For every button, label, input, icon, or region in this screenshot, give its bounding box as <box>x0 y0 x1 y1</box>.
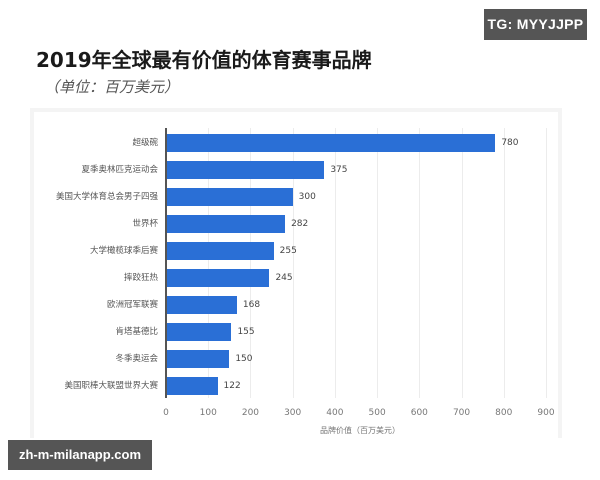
plot-area: 780 375 300 282 255 245 168 155 150 122 <box>165 128 547 398</box>
category-label: 肯塔基德比 <box>115 327 158 337</box>
x-tick-label: 300 <box>284 408 302 418</box>
bar <box>166 188 293 206</box>
gridline <box>292 128 294 398</box>
watermark-site: zh-m-milanapp.com <box>8 440 152 470</box>
x-axis-label: 品牌价值（百万美元） <box>320 426 400 435</box>
gridline <box>503 128 505 398</box>
bar <box>166 161 325 179</box>
bar-value-label: 155 <box>237 327 255 337</box>
x-tick-label: 200 <box>241 408 260 418</box>
y-axis-line <box>165 128 167 398</box>
category-label: 美国大学体育总会男子四强 <box>55 192 158 202</box>
bar-value-label: 282 <box>291 219 309 229</box>
gridline <box>208 128 210 398</box>
bar-value-label: 255 <box>279 246 297 256</box>
x-tick-label: 600 <box>410 408 428 418</box>
bar-value-label: 245 <box>275 273 293 283</box>
category-label: 摔跤狂热 <box>123 273 158 283</box>
bar <box>166 377 218 395</box>
chart-subtitle: （单位：百万美元） <box>44 78 180 96</box>
bar <box>166 215 286 233</box>
category-label: 大学橄榄球季后赛 <box>89 246 158 256</box>
x-tick-label: 400 <box>326 408 344 418</box>
x-tick-label: 0 <box>163 408 169 418</box>
bar-value-label: 780 <box>501 138 519 148</box>
bar <box>166 350 230 368</box>
category-label: 美国职棒大联盟世界大赛 <box>64 381 158 391</box>
bar-value-label: 122 <box>223 381 241 391</box>
gridline <box>334 128 336 398</box>
gridline <box>250 128 252 398</box>
bar-value-label: 150 <box>235 354 253 364</box>
x-tick-label: 500 <box>368 408 386 418</box>
x-tick-label: 700 <box>452 408 471 418</box>
bar <box>166 242 274 260</box>
gridline <box>419 128 421 398</box>
bar-value-label: 375 <box>330 165 348 175</box>
gridline <box>546 128 547 398</box>
x-tick-label: 900 <box>537 408 555 418</box>
gridline <box>461 128 463 398</box>
watermark-tg: TG: MYYJJPP <box>484 9 587 40</box>
bar <box>166 296 237 314</box>
category-label: 冬季奥运会 <box>115 354 158 364</box>
x-tick-label: 800 <box>495 408 513 418</box>
chart-title: 2019年全球最有价值的体育赛事品牌 <box>36 48 372 72</box>
category-label: 超级碗 <box>132 138 158 148</box>
gridline <box>377 128 379 398</box>
category-label: 夏季奥林匹克运动会 <box>81 165 158 175</box>
bar-value-label: 168 <box>242 300 261 310</box>
bar <box>166 323 232 341</box>
category-label: 世界杯 <box>132 219 158 229</box>
category-label: 欧洲冠军联赛 <box>106 300 158 310</box>
bar <box>166 269 270 287</box>
x-tick-label: 100 <box>199 408 217 418</box>
bar <box>166 134 496 152</box>
bar-value-label: 300 <box>298 192 316 202</box>
